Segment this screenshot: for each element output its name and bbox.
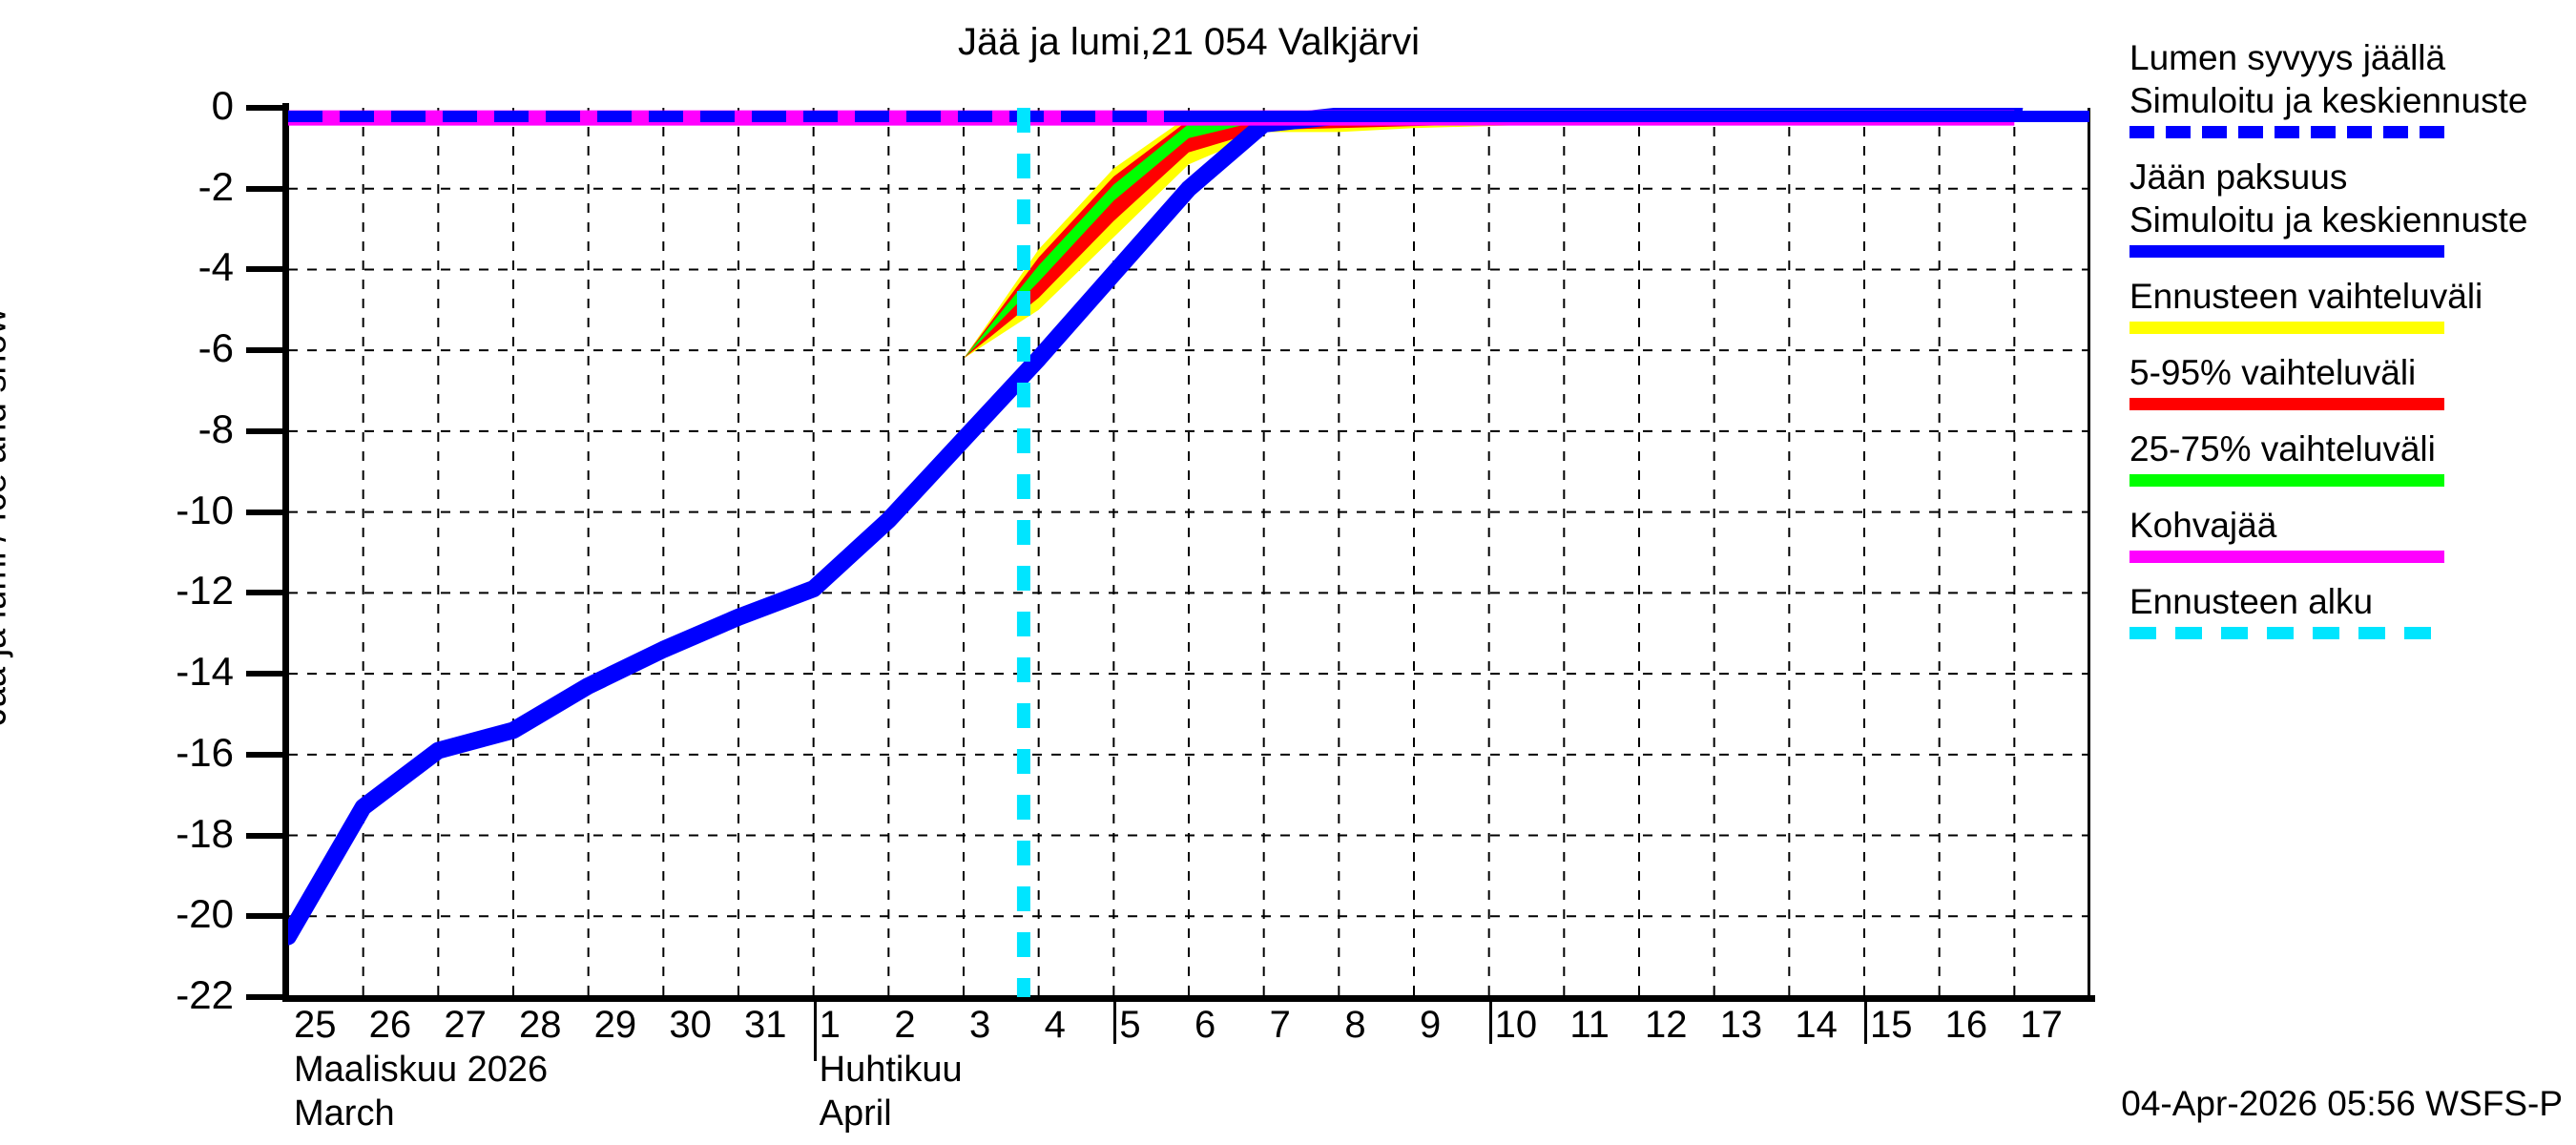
x-tick-label: 26: [368, 1004, 412, 1046]
x-tick-label: 25: [294, 1004, 337, 1046]
x-tick-label: 15: [1870, 1004, 1913, 1046]
x-tick-label: 1: [819, 1004, 841, 1046]
y-tick-label: -10: [176, 487, 234, 532]
y-tick-mark: [246, 509, 284, 515]
y-tick-mark: [246, 347, 284, 354]
month-label-fi: Huhtikuu: [819, 1050, 963, 1090]
legend-item-subtitle: Simuloitu ja keskiennuste: [2129, 200, 2528, 239]
x-tick-label: 11: [1569, 1004, 1610, 1046]
legend-item-title: 25-75% vaihteluväli: [2129, 429, 2436, 468]
x-axis-month-block: Huhtikuu April: [820, 1048, 963, 1135]
x-axis-minor-separator: [1488, 1002, 1492, 1044]
x-tick-label: 13: [1719, 1004, 1763, 1046]
x-tick-label: 10: [1494, 1004, 1538, 1046]
y-tick-mark: [246, 105, 284, 111]
month-label-fi: Maaliskuu 2026: [294, 1050, 549, 1090]
x-tick-label: 5: [1119, 1004, 1141, 1046]
y-tick-mark: [246, 266, 284, 273]
x-tick-label: 31: [744, 1004, 787, 1046]
legend: Lumen syvyys jäällä Simuloitu ja keskienn…: [2129, 36, 2568, 656]
x-tick-label: 29: [593, 1004, 637, 1046]
x-axis-line: [282, 995, 2095, 1002]
footer-timestamp: 04-Apr-2026 05:56 WSFS-P: [2121, 1084, 2563, 1123]
x-tick-label: 17: [2020, 1004, 2063, 1046]
y-tick-mark: [246, 994, 284, 1000]
legend-item-title: Kohvajää: [2129, 506, 2277, 545]
plot-canvas: [288, 108, 2089, 997]
month-label-en: March: [294, 1093, 395, 1134]
y-tick-mark: [246, 671, 284, 677]
x-axis-month-block: Maaliskuu 2026 March: [294, 1048, 548, 1135]
y-tick-label: 0: [211, 83, 234, 128]
legend-swatch-ice-thickness: [2129, 245, 2444, 258]
x-tick-label: 4: [1044, 1004, 1066, 1046]
y-tick-mark: [246, 913, 284, 920]
chart-title: Jää ja lumi,21 054 Valkjärvi: [958, 21, 1420, 63]
x-tick-label: 3: [969, 1004, 991, 1046]
legend-swatch-snow-depth-on-ice: [2129, 126, 2444, 138]
legend-item-ice-thickness[interactable]: Jään paksuus Simuloitu ja keskiennuste: [2129, 156, 2568, 258]
y-tick-label: -16: [176, 729, 234, 775]
month-label-en: April: [819, 1093, 892, 1134]
x-axis-minor-separator: [1113, 1002, 1117, 1044]
legend-item-title: 5-95% vaihteluväli: [2129, 353, 2417, 392]
legend-item-subtitle: Simuloitu ja keskiennuste: [2129, 81, 2528, 120]
y-axis-title: Jää ja lumi / Ice and snow: [0, 307, 14, 726]
x-tick-label: 27: [444, 1004, 487, 1046]
y-tick-label: -2: [197, 163, 234, 209]
legend-item-title: Lumen syvyys jäällä: [2129, 38, 2446, 77]
x-tick-label: 12: [1645, 1004, 1688, 1046]
legend-item-forecast-range[interactable]: Ennusteen vaihteluväli: [2129, 275, 2568, 334]
y-tick-label: -8: [197, 406, 234, 451]
legend-swatch-forecast-range: [2129, 322, 2444, 334]
x-tick-label: 16: [1944, 1004, 1988, 1046]
x-tick-label: 6: [1195, 1004, 1216, 1046]
legend-swatch-slush-ice: [2129, 551, 2444, 563]
legend-item-snow-depth-on-ice[interactable]: Lumen syvyys jäällä Simuloitu ja keskienn…: [2129, 36, 2568, 138]
plot-area: [288, 108, 2089, 997]
legend-item-range-5-95[interactable]: 5-95% vaihteluväli: [2129, 351, 2568, 410]
y-tick-mark: [246, 427, 284, 434]
ice-thickness-line: [288, 108, 2024, 946]
x-tick-label: 9: [1420, 1004, 1442, 1046]
y-tick-label: -22: [176, 972, 234, 1017]
legend-item-slush-ice[interactable]: Kohvajää: [2129, 504, 2568, 563]
y-tick-label: -14: [176, 649, 234, 695]
y-axis-line: [282, 103, 289, 1002]
x-tick-label: 28: [519, 1004, 562, 1046]
x-tick-label: 30: [669, 1004, 712, 1046]
plot-right-border: [2088, 108, 2090, 997]
y-tick-mark: [246, 751, 284, 758]
y-tick-label: -20: [176, 891, 234, 937]
x-tick-label: 14: [1795, 1004, 1838, 1046]
x-tick-label: 8: [1344, 1004, 1366, 1046]
legend-swatch-forecast-start: [2129, 627, 2444, 639]
x-axis-month-separator: [813, 1002, 817, 1061]
legend-item-forecast-start[interactable]: Ennusteen alku: [2129, 580, 2568, 639]
y-tick-mark: [246, 832, 284, 839]
y-tick-label: -12: [176, 568, 234, 614]
legend-item-title: Ennusteen vaihteluväli: [2129, 277, 2483, 316]
y-tick-mark: [246, 590, 284, 596]
y-tick-label: -6: [197, 325, 234, 371]
x-tick-label: 2: [894, 1004, 916, 1046]
y-tick-label: -4: [197, 244, 234, 290]
legend-swatch-range-25-75: [2129, 474, 2444, 487]
x-axis-minor-separator: [1864, 1002, 1867, 1044]
legend-item-range-25-75[interactable]: 25-75% vaihteluväli: [2129, 427, 2568, 487]
legend-swatch-range-5-95: [2129, 398, 2444, 410]
x-tick-label: 7: [1269, 1004, 1291, 1046]
legend-item-title: Ennusteen alku: [2129, 582, 2374, 621]
legend-item-title: Jään paksuus: [2129, 157, 2348, 197]
y-tick-label: -18: [176, 810, 234, 856]
y-tick-mark: [246, 185, 284, 192]
